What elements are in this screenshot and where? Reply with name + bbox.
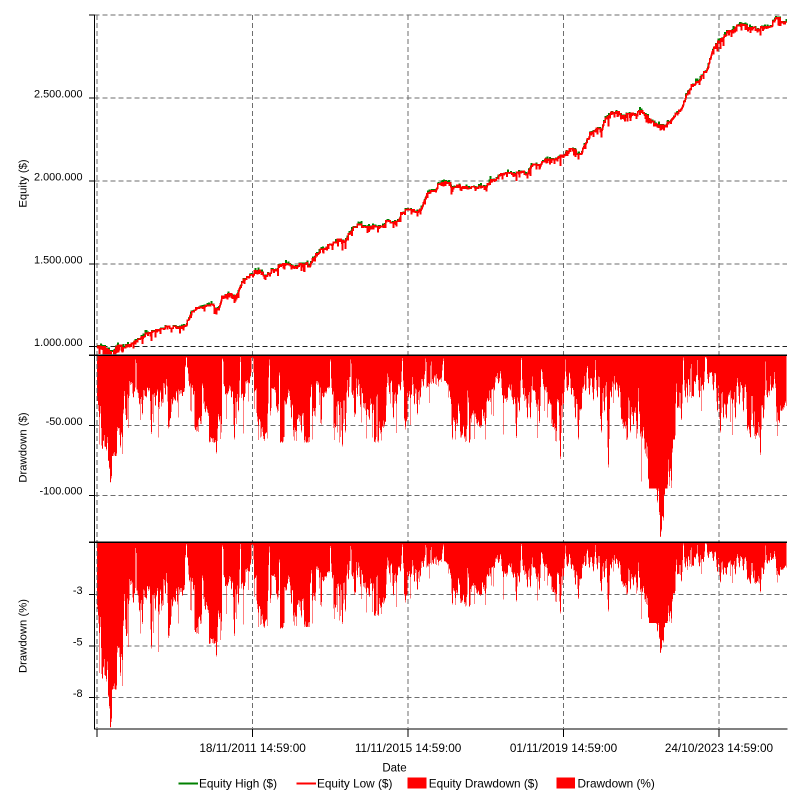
svg-text:18/11/2011 14:59:00: 18/11/2011 14:59:00	[199, 741, 306, 755]
svg-text:1.000.000: 1.000.000	[34, 337, 82, 349]
svg-text:-3: -3	[73, 585, 83, 597]
svg-text:-5: -5	[73, 636, 83, 648]
svg-text:1.500.000: 1.500.000	[34, 254, 82, 266]
svg-text:Equity Low ($): Equity Low ($)	[317, 776, 392, 790]
svg-text:11/11/2015 14:59:00: 11/11/2015 14:59:00	[355, 741, 462, 755]
svg-text:2.500.000: 2.500.000	[34, 88, 82, 100]
svg-text:-50.000: -50.000	[46, 416, 83, 428]
svg-text:-100.000: -100.000	[40, 486, 83, 498]
svg-text:Equity ($): Equity ($)	[18, 159, 30, 208]
svg-text:Date: Date	[382, 763, 406, 775]
svg-text:01/11/2019 14:59:00: 01/11/2019 14:59:00	[510, 741, 618, 755]
svg-text:Drawdown (%): Drawdown (%)	[578, 776, 655, 790]
svg-text:2.000.000: 2.000.000	[34, 171, 82, 183]
svg-text:-8: -8	[73, 688, 83, 700]
svg-text:Equity Drawdown ($): Equity Drawdown ($)	[429, 776, 539, 790]
svg-text:Drawdown ($): Drawdown ($)	[18, 412, 30, 483]
svg-text:24/10/2023 14:59:00: 24/10/2023 14:59:00	[665, 741, 774, 755]
svg-text:Equity High ($): Equity High ($)	[199, 776, 277, 790]
svg-text:Drawdown (%): Drawdown (%)	[18, 599, 30, 673]
